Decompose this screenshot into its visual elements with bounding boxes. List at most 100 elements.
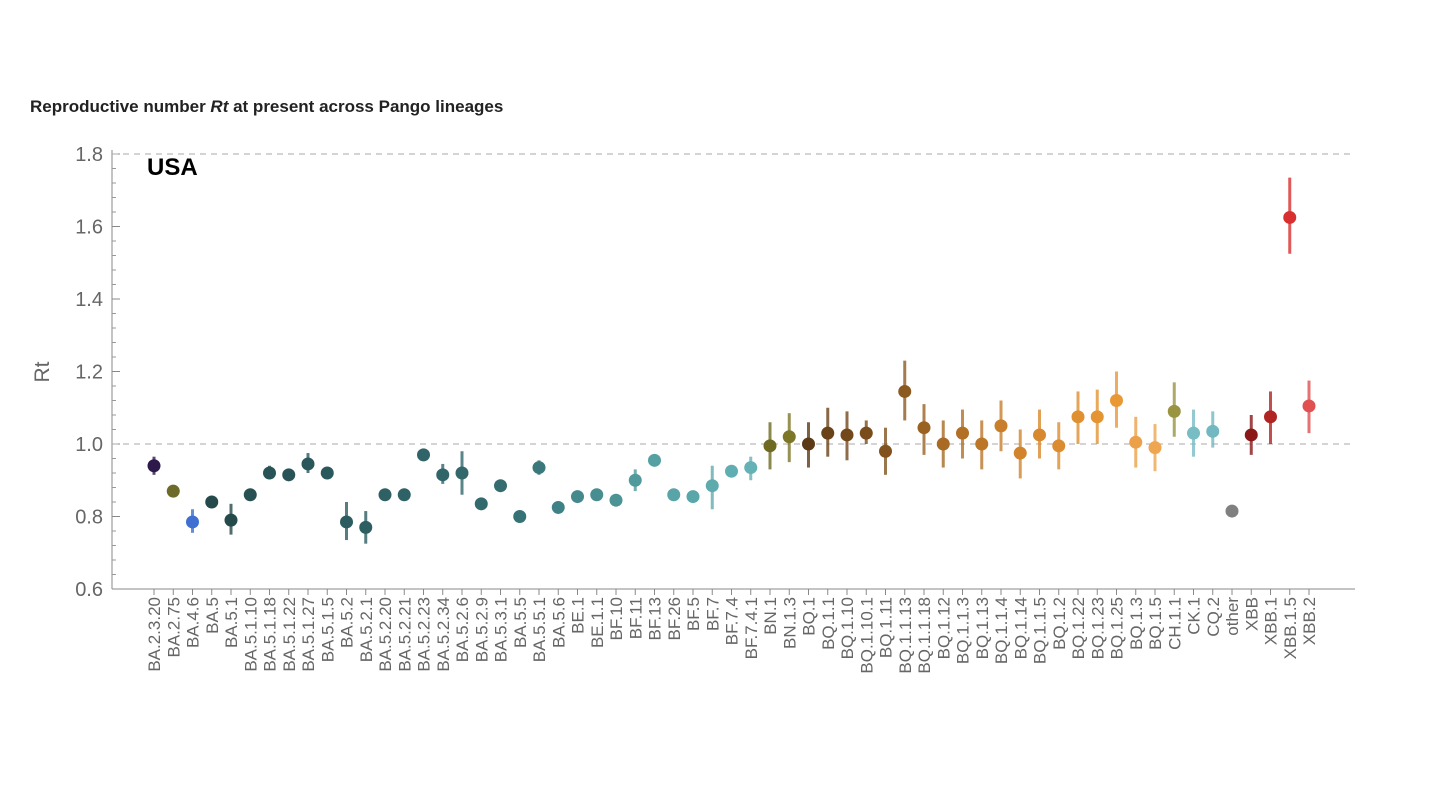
x-tick-label: BA.5.2 [338, 597, 357, 648]
data-point [494, 479, 507, 493]
x-tick-label: BA.5.2.6 [453, 597, 472, 662]
x-tick-label: BQ.1.5 [1146, 597, 1165, 650]
x-tick-label: BQ.1.23 [1088, 597, 1107, 659]
data-point [417, 448, 430, 462]
x-tick-label: BA.5.1.10 [241, 597, 260, 672]
y-axis-title: Rt [31, 361, 54, 382]
x-tick-label: BQ.1.10 [838, 597, 857, 659]
x-tick-label: BA.5.6 [549, 597, 568, 648]
data-point [263, 466, 276, 480]
data-point [186, 515, 199, 529]
data-point [859, 426, 873, 440]
x-tick-label: XBB.2 [1300, 597, 1319, 645]
data-point [975, 437, 989, 451]
x-tick-label: BF.7 [703, 597, 722, 631]
data-point [378, 488, 392, 502]
x-tick-label: BQ.1.2 [1050, 597, 1069, 650]
y-tick-label: 1.4 [75, 289, 103, 311]
region-annotation: USA [147, 154, 198, 181]
data-point [1244, 428, 1258, 442]
data-point [763, 439, 777, 453]
x-tick-label: BA.5.1.5 [318, 597, 337, 662]
x-tick-label: BA.5.2.23 [415, 597, 434, 672]
data-point [686, 490, 700, 504]
data-point [879, 444, 892, 458]
x-tick-label: BA.4.6 [184, 597, 203, 648]
data-point [1090, 410, 1104, 424]
y-tick-label: 0.6 [75, 579, 103, 601]
data-point [725, 464, 738, 478]
data-point [744, 461, 758, 475]
x-tick-label: BQ.1.1 [819, 597, 838, 650]
data-point [840, 428, 854, 442]
x-tick-label: CQ.2 [1204, 597, 1223, 637]
x-tick-label: BQ.1.12 [934, 597, 953, 659]
x-tick-label: BE.1.1 [588, 597, 607, 648]
data-point [1206, 424, 1220, 438]
x-tick-label: BA.5.2.34 [434, 597, 453, 672]
data-point [1283, 210, 1297, 224]
data-point [1013, 446, 1027, 460]
x-tick-label: BQ.1.1.13 [896, 597, 915, 674]
y-tick-label: 1.6 [75, 217, 103, 239]
x-tick-label: BA.5.1 [222, 597, 241, 648]
data-point [898, 384, 912, 398]
data-point [243, 488, 257, 502]
data-point [667, 488, 681, 502]
x-tick-label: BA.5.2.21 [395, 597, 414, 672]
x-tick-label: XBB.1.5 [1281, 597, 1300, 659]
x-tick-label: XBB.1 [1262, 597, 1281, 645]
x-tick-label: BA.5.1.22 [280, 597, 299, 672]
data-point [821, 426, 835, 440]
x-tick-label: BE.1 [569, 597, 588, 634]
x-tick-label: BA.5.2.9 [472, 597, 491, 662]
x-tick-label: BQ.1.22 [1069, 597, 1088, 659]
data-point [205, 495, 219, 509]
data-point [705, 479, 719, 493]
x-tick-label: BA.5.5 [511, 597, 530, 648]
y-tick-label: 0.8 [75, 507, 103, 529]
x-tick-label: BQ.1.1.3 [954, 597, 973, 664]
data-point [936, 437, 950, 451]
data-point [1110, 394, 1123, 407]
x-tick-label: BQ.1.14 [1011, 597, 1030, 659]
data-point [917, 421, 931, 435]
data-point [994, 419, 1008, 433]
data-point [782, 430, 796, 444]
data-point [1148, 441, 1162, 455]
x-tick-label: BF.7.4.1 [742, 597, 761, 659]
data-point [282, 468, 296, 482]
x-tick-label: BA.5 [203, 597, 222, 634]
x-tick-label: CK.1 [1185, 597, 1204, 635]
data-point [956, 426, 969, 440]
x-tick-label: BQ.1.1.5 [1031, 597, 1050, 664]
data-point [147, 459, 161, 473]
data-point [551, 500, 565, 514]
data-point [1264, 410, 1277, 424]
chart-axes: 0.6 0.8 1.0 1.2 1.4 1.6 1.8 [75, 144, 1355, 601]
x-tick-label: BQ.1.1.4 [992, 597, 1011, 664]
x-tick-label: BQ.1.13 [973, 597, 992, 659]
data-point [166, 484, 180, 498]
data-point [1033, 428, 1046, 442]
x-tick-label: BA.5.3.1 [492, 597, 511, 662]
data-point [1052, 439, 1066, 453]
data-point [571, 490, 584, 504]
x-tick-label: CH.1.1 [1165, 597, 1184, 650]
x-tick-label: BA.2.75 [164, 597, 183, 658]
data-point [513, 510, 527, 523]
data-point [1167, 404, 1181, 418]
chart-category-labels: BA.2.3.20 BA.2.75 BA.4.6 BA.5 BA.5.1 BA.5.1.1… [145, 597, 1319, 674]
data-point [590, 488, 604, 502]
x-tick-label: BQ.1 [800, 597, 819, 636]
data-point [455, 466, 469, 480]
x-tick-label: BA.5.2.1 [357, 597, 376, 662]
data-point [224, 513, 238, 527]
data-point [320, 466, 334, 480]
x-tick-label: BQ.1.3 [1127, 597, 1146, 650]
x-tick-label: BF.7.4 [723, 597, 742, 645]
x-tick-label: BA.2.3.20 [145, 597, 164, 672]
y-tick-label: 1.0 [75, 434, 103, 456]
x-tick-label: BF.5 [684, 597, 703, 631]
